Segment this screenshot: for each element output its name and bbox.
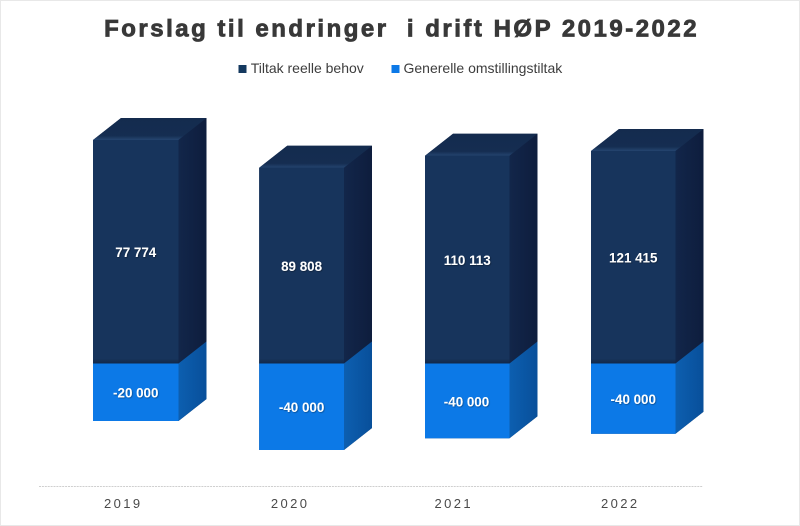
svg-text:89 808: 89 808	[281, 259, 323, 274]
svg-text:2019: 2019	[104, 496, 143, 511]
svg-text:Forslag til endringer i drift: Forslag til endringer i drift HØP 2019-2…	[104, 15, 699, 42]
svg-text:77 774: 77 774	[115, 245, 157, 260]
svg-text:2022: 2022	[601, 496, 640, 511]
svg-text:-20 000: -20 000	[113, 385, 158, 400]
svg-text:121 415: 121 415	[609, 250, 658, 265]
svg-text:Generelle omstillingstiltak: Generelle omstillingstiltak	[404, 60, 564, 76]
svg-text:2021: 2021	[435, 496, 474, 511]
svg-text:-40 000: -40 000	[444, 395, 489, 410]
svg-text:Tiltak reelle behov: Tiltak reelle behov	[251, 60, 364, 76]
svg-text:-40 000: -40 000	[279, 400, 324, 415]
svg-text:-40 000: -40 000	[611, 392, 656, 407]
svg-text:2020: 2020	[271, 496, 310, 511]
svg-text:110 113: 110 113	[444, 253, 491, 268]
